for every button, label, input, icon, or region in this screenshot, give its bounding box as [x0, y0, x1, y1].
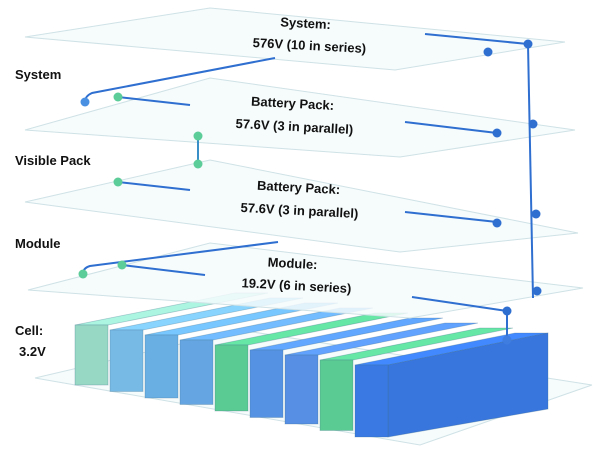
pack-layer-2-title: Battery Pack: [257, 178, 341, 197]
connector-dot [492, 218, 502, 228]
cell-front-face [144, 334, 179, 399]
connector-dot [80, 97, 90, 107]
cell-front-face [109, 329, 144, 392]
cell-array [74, 292, 549, 438]
connector-dot [78, 269, 88, 279]
side-label-module: Module [15, 236, 61, 251]
system-layer-title: System: [280, 14, 331, 32]
cell-front-face [249, 349, 284, 418]
side-label-visible-pack: Visible Pack [15, 153, 91, 168]
cell-front-face [214, 344, 249, 412]
connector-dot [483, 47, 493, 57]
cell-front-face [354, 364, 389, 438]
module-layer-voltage: 19.2V (6 in series) [241, 275, 351, 296]
cell-front-face [74, 324, 109, 386]
connector-dot [193, 131, 203, 141]
side-label-cell-voltage: 3.2V [19, 344, 46, 359]
connector-dot [117, 260, 127, 270]
connector-dot [492, 128, 502, 138]
connector-dot [523, 39, 533, 49]
module-layer-title: Module: [267, 255, 318, 273]
side-label-cell: Cell: [15, 323, 43, 338]
connector-dot [528, 119, 538, 129]
connector-dot [193, 159, 203, 169]
connector-dot [531, 209, 541, 219]
connector-dots [78, 39, 542, 345]
pack-layer-1-title: Battery Pack: [251, 94, 335, 113]
connector-dot [113, 92, 123, 102]
cell-front-face [319, 359, 354, 431]
pack-layer-1-voltage: 57.6V (3 in parallel) [235, 116, 353, 137]
side-label-system: System [15, 67, 61, 82]
pack-plane-2 [24, 159, 579, 253]
cell-front-face [284, 354, 319, 425]
connector-dot [502, 335, 512, 345]
connector-dot [532, 286, 542, 296]
connector-dot [113, 177, 123, 187]
system-layer-voltage: 576V (10 in series) [252, 35, 366, 56]
cell-front-face [179, 339, 214, 405]
pack-plane-1 [24, 77, 576, 158]
connector-dot [502, 306, 512, 316]
pack-layer-2-voltage: 57.6V (3 in parallel) [240, 200, 358, 221]
